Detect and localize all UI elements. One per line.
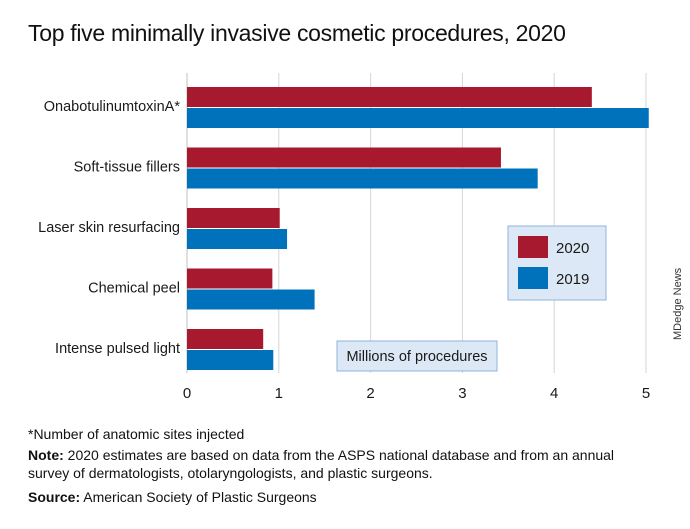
legend-swatch-2020 (518, 236, 548, 258)
bar-chart: OnabotulinumtoxinA* Soft-tissue fillers La… (38, 73, 650, 402)
x-tick-labels: 0 1 2 3 4 5 (183, 385, 650, 402)
bar-2019 (187, 108, 649, 128)
source-footnote: Source: American Society of Plastic Surg… (28, 488, 317, 506)
category-labels: OnabotulinumtoxinA* Soft-tissue fillers La… (38, 99, 180, 357)
category-label: Intense pulsed light (55, 341, 180, 357)
bar-2019 (187, 350, 274, 370)
chart-title: Top five minimally invasive cosmetic pro… (28, 20, 566, 46)
bar-2020 (187, 87, 592, 107)
x-tick-label: 5 (642, 385, 650, 402)
category-label: Chemical peel (88, 281, 180, 297)
x-tick-label: 1 (275, 385, 283, 402)
category-label: OnabotulinumtoxinA* (44, 99, 181, 115)
legend-swatch-2019 (518, 267, 548, 289)
legend-label: 2020 (556, 240, 589, 257)
category-label: Laser skin resurfacing (38, 220, 180, 236)
asterisk-footnote: *Number of anatomic sites injected (28, 426, 245, 442)
bar-2019 (187, 168, 538, 189)
x-tick-label: 0 (183, 385, 191, 402)
source-text: American Society of Plastic Surgeons (80, 489, 317, 505)
bar-2020 (187, 208, 280, 228)
source-label: Source: (28, 489, 81, 505)
unit-label-background (336, 340, 498, 372)
bar-2020 (187, 147, 501, 168)
note-text: 2020 estimates are based on data from th… (28, 447, 615, 481)
x-tick-label: 3 (458, 385, 466, 402)
bar-2019 (187, 229, 288, 249)
watermark: MDedge News (672, 267, 684, 340)
bars (187, 87, 649, 370)
unit-label: Millions of procedures (346, 349, 487, 365)
legend: 2020 2019 (507, 225, 607, 301)
bar-2019 (187, 289, 315, 310)
category-label: Soft-tissue fillers (74, 160, 180, 176)
x-tick-label: 4 (550, 385, 558, 402)
bar-2020 (187, 329, 264, 349)
note-label: Note: (28, 447, 64, 463)
unit-label-box: Millions of procedures (336, 340, 498, 372)
x-tick-label: 2 (366, 385, 374, 402)
note-footnote: Note: 2020 estimates are based on data f… (28, 446, 668, 482)
bar-2020 (187, 268, 273, 289)
legend-label: 2019 (556, 271, 589, 288)
